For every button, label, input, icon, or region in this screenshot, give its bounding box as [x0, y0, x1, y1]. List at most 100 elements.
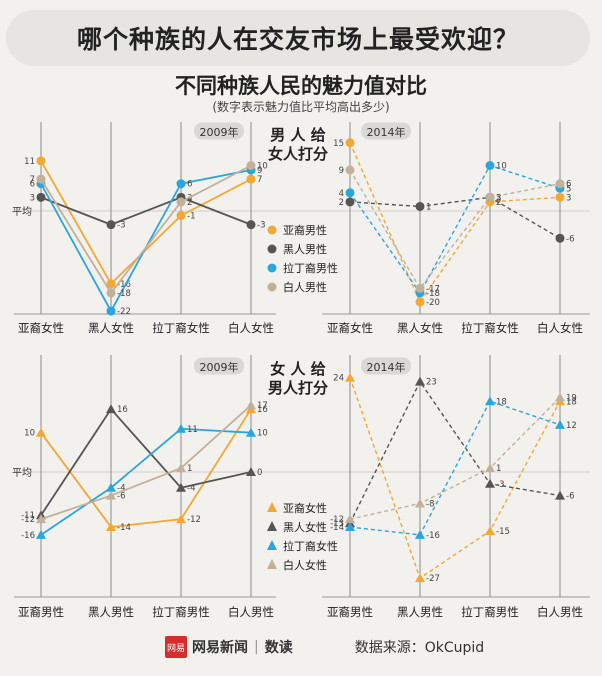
data-point — [415, 201, 425, 211]
series-line — [349, 142, 561, 304]
data-point — [176, 514, 186, 524]
data-label: 15 — [333, 139, 344, 149]
data-label: 12 — [566, 421, 577, 431]
data-label: 11 — [187, 425, 198, 435]
data-point — [345, 522, 355, 532]
legend-marker — [267, 225, 277, 235]
data-label: 7 — [30, 175, 35, 185]
data-label: -16 — [426, 531, 440, 541]
data-label: 6 — [30, 180, 35, 190]
data-point — [246, 467, 256, 476]
data-point — [176, 211, 186, 221]
data-label: 9 — [257, 166, 262, 176]
category-tick-label: 白人男性 — [228, 605, 274, 619]
data-point — [345, 138, 355, 148]
data-label: 7 — [257, 175, 262, 185]
legend-marker — [267, 263, 277, 273]
data-point — [415, 498, 425, 508]
data-point — [415, 283, 425, 293]
category-tick-label: 黑人女性 — [88, 321, 134, 335]
data-label: 2 — [496, 198, 501, 208]
legend-label: 黑人男性 — [283, 242, 327, 256]
data-point — [246, 220, 256, 230]
series-line — [40, 404, 252, 521]
netease-logo: 网易 — [165, 636, 187, 658]
data-label: 23 — [426, 378, 437, 388]
data-label: -11 — [21, 511, 35, 521]
year-badge — [194, 122, 244, 140]
data-point — [555, 192, 565, 202]
legend-marker — [267, 559, 277, 569]
data-label: -20 — [426, 298, 440, 308]
brand-separator: | — [254, 639, 259, 655]
data-label: -6 — [117, 492, 125, 502]
data-point — [485, 525, 495, 535]
legend-marker — [267, 244, 277, 254]
data-label: 1 — [426, 202, 431, 212]
category-tick-label: 亚裔男性 — [327, 605, 373, 619]
data-label: -3 — [257, 221, 265, 231]
data-label: 9 — [339, 166, 344, 176]
data-label: -14 — [117, 523, 131, 533]
data-point — [106, 220, 116, 230]
data-point — [345, 188, 355, 198]
data-point — [485, 161, 495, 170]
panel-title-line: 男人打分 — [268, 379, 328, 397]
category-tick-label: 亚裔女性 — [327, 321, 373, 335]
data-label: 2 — [339, 198, 344, 208]
panel-title-line: 女人打分 — [268, 145, 328, 163]
data-label: 3 — [496, 193, 501, 203]
data-label: 11 — [24, 157, 35, 167]
data-label: -18 — [117, 289, 131, 299]
data-label: -12 — [21, 515, 35, 525]
data-label: -6 — [566, 234, 574, 244]
data-label: 24 — [333, 374, 344, 384]
category-tick-label: 亚裔男性 — [18, 605, 64, 619]
category-tick-label: 黑人女性 — [397, 321, 443, 335]
column-name: 数读 — [264, 640, 293, 656]
data-point — [176, 423, 186, 433]
year-label: 2014年 — [367, 360, 406, 374]
data-label: -8 — [426, 499, 434, 509]
data-label: -6 — [566, 492, 574, 502]
data-label: -18 — [426, 289, 440, 299]
data-point — [345, 514, 355, 524]
data-label: -27 — [426, 574, 440, 584]
data-label: -16 — [21, 531, 35, 541]
data-point — [555, 392, 565, 402]
data-label: -12 — [187, 515, 201, 525]
category-tick-label: 白人女性 — [228, 321, 274, 335]
year-label: 2009年 — [200, 125, 239, 139]
category-tick-label: 拉丁裔男性 — [152, 605, 210, 619]
brand-name: 网易新闻 — [192, 640, 248, 656]
series-line — [349, 400, 561, 536]
year-label: 2009年 — [200, 360, 239, 374]
data-label: -4 — [117, 484, 125, 494]
average-label: 平均 — [12, 206, 32, 218]
average-label: 平均 — [12, 467, 32, 479]
data-point — [246, 427, 256, 437]
title-banner: 哪个种族的人在交友市场上最受欢迎？ — [6, 10, 590, 66]
data-label: -14 — [330, 523, 344, 533]
data-point — [106, 279, 116, 289]
data-label: 17 — [257, 401, 268, 411]
data-label: 10 — [257, 429, 268, 439]
year-badge — [361, 122, 411, 140]
legend-label: 亚裔男性 — [283, 223, 327, 237]
data-point — [555, 233, 565, 243]
category-tick-label: 黑人男性 — [397, 605, 443, 619]
data-label: -1 — [187, 212, 195, 222]
data-label: 18 — [566, 397, 577, 407]
category-tick-label: 拉丁裔男性 — [461, 605, 519, 619]
data-label: 5 — [566, 184, 571, 194]
category-tick-label: 拉丁裔女性 — [461, 321, 519, 335]
data-label: -16 — [117, 280, 131, 290]
data-point — [106, 482, 116, 492]
category-tick-label: 亚裔女性 — [18, 321, 64, 335]
legend-marker — [267, 521, 277, 531]
data-point — [176, 463, 186, 473]
legend-label: 白人女性 — [283, 558, 327, 572]
data-point — [176, 482, 186, 492]
category-tick-label: 拉丁裔女性 — [152, 321, 210, 335]
